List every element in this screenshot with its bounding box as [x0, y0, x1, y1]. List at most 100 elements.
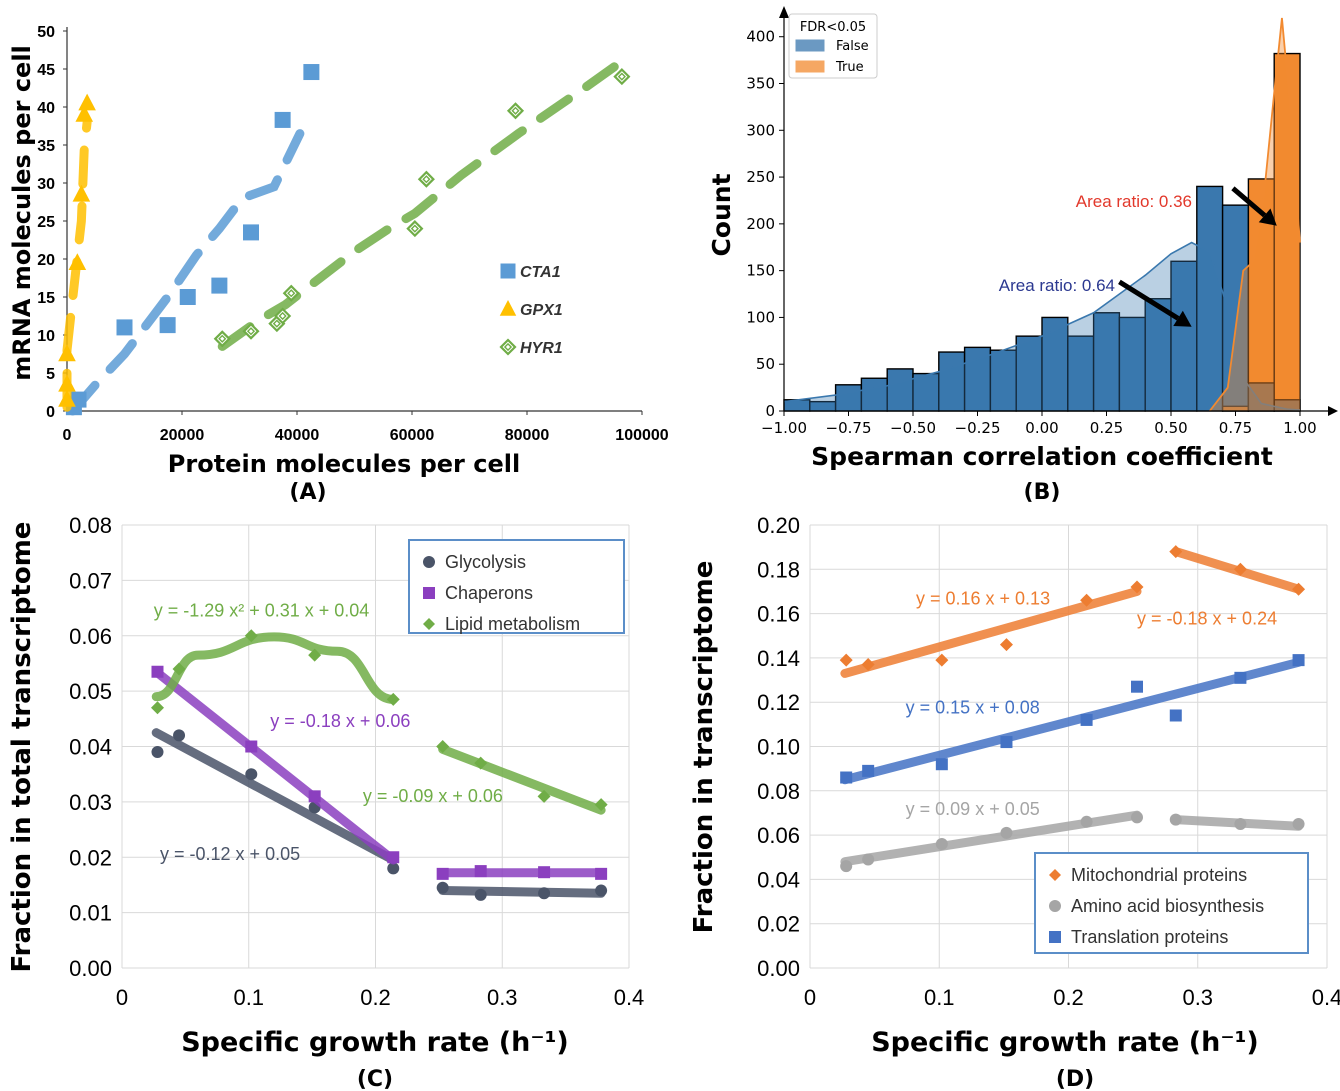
data-point-outer — [417, 170, 435, 188]
data-point — [211, 277, 228, 294]
annotation-1: Area ratio: 0.64 — [999, 276, 1192, 327]
series-chaperons — [151, 665, 608, 880]
data-point — [862, 764, 875, 777]
fit-line — [840, 586, 1142, 678]
y-axis-title: Count — [707, 173, 736, 256]
fit-line — [151, 728, 398, 865]
x-tick-label: 0.3 — [487, 985, 518, 1010]
data-point — [58, 374, 76, 392]
x-axis-title: Specific growth rate (h⁻¹) — [181, 1027, 569, 1058]
legend: CTA1 GPX1 HYR1 — [499, 263, 563, 357]
legend-swatch-false — [795, 39, 825, 52]
y-tick-label: 0.00 — [69, 956, 112, 981]
y-tick-label: 0.01 — [69, 901, 112, 926]
data-point — [1080, 593, 1094, 607]
y-tick-label: 35 — [37, 138, 55, 155]
data-point — [75, 105, 94, 122]
annotation-arrow-shaft — [1231, 186, 1267, 218]
data-point — [72, 184, 91, 202]
data-point — [474, 888, 487, 901]
x-axis-title: Spearman correlation coefficient — [811, 442, 1273, 471]
y-tick-label: 400 — [746, 28, 775, 46]
y-axis-title: mRNA molecules per cell — [8, 45, 36, 381]
y-tick-label: 0.14 — [757, 646, 800, 671]
data-point-outer — [406, 220, 424, 238]
data-point-inner — [278, 311, 287, 321]
legend-item: Translation proteins — [1049, 927, 1228, 947]
data-point — [406, 220, 424, 238]
series-gpx1 — [58, 93, 96, 412]
legend-label: Amino acid biosynthesis — [1071, 896, 1264, 916]
y-tick-label: 5 — [46, 366, 55, 383]
data-point — [935, 758, 948, 771]
y-tick-label: 25 — [37, 214, 55, 231]
data-point-outer — [506, 102, 525, 120]
fit-equation: y = 0.16 x + 0.13 — [916, 589, 1050, 609]
data-point — [417, 170, 435, 188]
legend-box — [408, 539, 625, 634]
x-tick-label: 0.3 — [1182, 985, 1213, 1010]
data-point — [159, 317, 176, 334]
data-point — [474, 865, 487, 878]
data-point — [172, 662, 186, 676]
y-tick-label: 250 — [746, 168, 775, 186]
data-point — [1000, 826, 1013, 839]
y-tick-label: 0 — [46, 404, 55, 421]
data-point-inner — [422, 175, 431, 184]
legend-item: Mitochondrial proteins — [1049, 865, 1247, 885]
data-point — [436, 740, 450, 753]
fit-equation: y = 0.09 x + 0.05 — [906, 799, 1040, 819]
bar-false — [1221, 204, 1250, 412]
data-point — [1080, 713, 1093, 726]
x-tick-label: −1.00 — [761, 419, 807, 437]
data-point — [274, 307, 292, 325]
data-point-inner — [617, 72, 626, 81]
x-tick-label: 0 — [63, 427, 72, 444]
y-tick-label: 50 — [756, 355, 775, 373]
fit-line — [840, 657, 1304, 785]
data-point — [1131, 811, 1144, 824]
legend-label: Lipid metabolism — [445, 614, 580, 634]
y-tick-label: 10 — [37, 328, 55, 345]
fit-line — [438, 744, 606, 815]
fit-equation: y = -0.09 x + 0.06 — [363, 786, 503, 806]
y-tick-label: 50 — [37, 24, 55, 41]
data-point — [862, 853, 875, 866]
legend-marker — [1049, 900, 1061, 912]
y-tick-label: 0.12 — [757, 690, 800, 715]
y-tick-label: 300 — [746, 121, 775, 139]
data-point — [116, 319, 133, 336]
legend-item: Chaperons — [423, 583, 533, 603]
legend-label: CTA1 — [520, 264, 561, 281]
x-tick-label: 0 — [116, 985, 128, 1010]
fit-equation: y = -0.18 x + 0.24 — [1137, 609, 1277, 629]
annotation-arrow-head — [1173, 310, 1192, 327]
legend-label: Translation proteins — [1071, 927, 1228, 947]
data-point — [179, 289, 196, 305]
data-point — [387, 851, 400, 864]
series-cta1 — [65, 64, 320, 416]
bar-false — [963, 346, 992, 412]
fit-line — [151, 667, 398, 865]
legend-marker-hyr1-inner — [503, 342, 513, 352]
annotation-text: Area ratio: 0.64 — [999, 276, 1115, 295]
legend-label: Chaperons — [445, 583, 533, 603]
data-point — [999, 638, 1013, 652]
x-tick-label: 0 — [804, 985, 816, 1010]
annotation-arrow-shaft — [1118, 279, 1180, 321]
data-point — [537, 789, 551, 803]
data-point — [282, 284, 300, 302]
legend-item-gpx1: GPX1 — [499, 300, 563, 319]
bar-false — [886, 368, 914, 412]
panel-a: 0 5 10 15 20 25 30 35 40 45 50 0 20000 40000 60000 8000… — [8, 24, 669, 505]
legend-marker — [423, 556, 435, 568]
data-point — [436, 881, 449, 894]
data-point — [308, 648, 322, 662]
data-point — [245, 768, 258, 781]
fit-line — [151, 632, 398, 704]
data-point-outer — [274, 307, 292, 325]
legend-label: Mitochondrial proteins — [1071, 865, 1247, 885]
x-tick-label: −0.25 — [955, 419, 1001, 437]
y-tick-label: 150 — [746, 262, 775, 280]
